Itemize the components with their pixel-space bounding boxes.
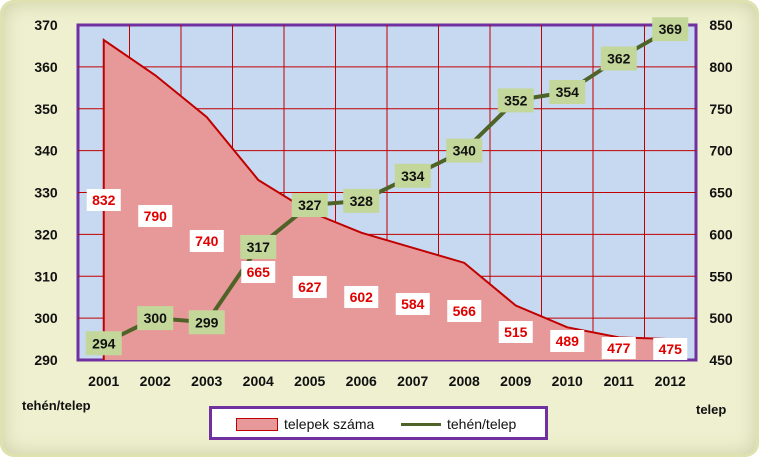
x-tick-label: 2010	[552, 373, 583, 389]
area-data-label: 740	[195, 233, 219, 249]
legend: telepek száma tehén/telep	[209, 406, 548, 440]
line-data-label-box	[394, 163, 431, 188]
y-left-tick-label: 340	[34, 143, 58, 159]
area-data-label-box	[189, 230, 224, 252]
x-tick-label: 2001	[88, 373, 119, 389]
area-data-label-box	[395, 293, 430, 315]
area-data-label: 627	[298, 279, 322, 295]
area-data-label-box	[447, 300, 482, 322]
line-data-label-box	[188, 310, 225, 335]
line-data-label-box	[85, 331, 122, 356]
x-tick-label: 2005	[294, 373, 325, 389]
line-data-label: 294	[92, 335, 116, 351]
y-left-tick-label: 300	[34, 310, 58, 326]
legend-swatch-line	[401, 422, 441, 426]
x-tick-label: 2004	[243, 373, 274, 389]
y-right-tick-label: 650	[709, 185, 733, 201]
legend-label-area: telepek száma	[284, 416, 375, 432]
line-data-label: 354	[556, 84, 580, 100]
line-data-label: 300	[144, 310, 168, 326]
line-data-label: 334	[401, 168, 425, 184]
legend-swatch-area	[236, 417, 278, 431]
y-right-tick-label: 850	[709, 17, 733, 33]
y-left-tick-label: 350	[34, 101, 58, 117]
line-data-label: 369	[659, 21, 683, 37]
line-data-label: 328	[350, 193, 374, 209]
x-tick-label: 2007	[397, 373, 428, 389]
area-data-label: 790	[144, 208, 168, 224]
line-data-label-box	[446, 138, 483, 163]
line-data-label-box	[291, 193, 328, 218]
x-tick-label: 2008	[449, 373, 480, 389]
x-tick-label: 2006	[346, 373, 377, 389]
area-series-line	[102, 38, 671, 360]
y-right-tick-label: 800	[709, 59, 733, 75]
y-left-tick-label: 290	[34, 352, 58, 368]
line-data-label-box	[652, 17, 689, 42]
left-axis-title: tehén/telep	[22, 398, 91, 413]
line-data-label-box	[600, 46, 637, 71]
area-data-label: 665	[247, 264, 271, 280]
y-left-tick-label: 330	[34, 185, 58, 201]
legend-label-line: tehén/telep	[447, 416, 517, 432]
line-data-label-box	[240, 234, 277, 259]
y-left-tick-label: 320	[34, 226, 58, 242]
y-right-tick-label: 700	[709, 143, 733, 159]
area-data-label: 475	[659, 341, 683, 357]
x-tick-label: 2011	[604, 373, 635, 389]
y-right-tick-label: 750	[709, 101, 733, 117]
x-tick-label: 2012	[655, 373, 686, 389]
y-left-tick-label: 360	[34, 59, 58, 75]
legend-item-line: tehén/telep	[401, 416, 516, 432]
area-data-label: 584	[401, 296, 425, 312]
x-tick-label: 2009	[500, 373, 531, 389]
area-data-label-box	[653, 338, 688, 360]
area-data-label: 515	[504, 324, 528, 340]
line-data-label: 352	[504, 92, 528, 108]
line-data-label: 340	[453, 143, 477, 159]
area-data-label: 602	[350, 289, 374, 305]
line-data-label: 327	[298, 197, 322, 213]
line-data-label: 362	[607, 51, 631, 67]
line-data-label-box	[137, 306, 174, 331]
y-right-tick-label: 500	[709, 310, 733, 326]
area-data-label-box	[138, 205, 173, 227]
area-data-label: 477	[607, 340, 631, 356]
y-right-tick-label: 600	[709, 226, 733, 242]
legend-item-area: telepek száma	[236, 416, 374, 432]
y-left-tick-label: 310	[34, 268, 58, 284]
y-right-tick-label: 550	[709, 268, 733, 284]
line-data-label-box	[549, 80, 586, 104]
line-data-label-box	[497, 88, 534, 113]
y-right-tick-label: 450	[709, 352, 733, 368]
y-left-tick-label: 370	[34, 17, 58, 33]
area-data-label-box	[498, 321, 533, 343]
area-data-label-box	[86, 189, 121, 211]
line-data-label: 299	[195, 314, 219, 330]
area-data-label: 566	[453, 303, 477, 319]
area-data-label-box	[292, 276, 327, 298]
x-tick-label: 2003	[191, 373, 222, 389]
line-data-label-box	[343, 188, 380, 213]
area-data-label: 832	[92, 192, 116, 208]
right-axis-title: telep	[696, 402, 726, 417]
area-data-label: 489	[556, 333, 580, 349]
area-data-label-box	[550, 330, 585, 352]
x-tick-label: 2002	[140, 373, 171, 389]
area-data-label-box	[344, 286, 379, 308]
line-data-label: 317	[247, 239, 271, 255]
area-data-label-box	[601, 337, 636, 359]
area-data-label-box	[241, 261, 276, 283]
